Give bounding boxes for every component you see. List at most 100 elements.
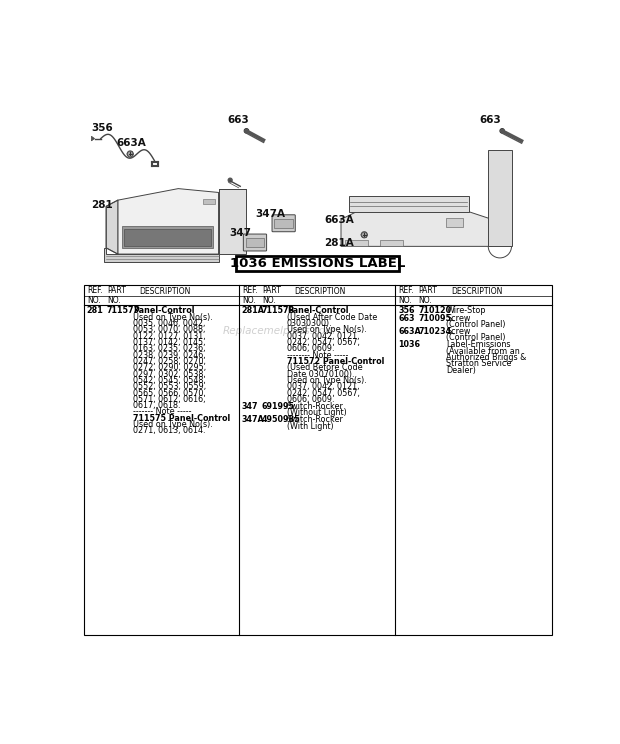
Text: (Available from an: (Available from an [446, 347, 520, 356]
Text: 0247, 0258, 0270,: 0247, 0258, 0270, [133, 357, 206, 366]
Text: 710234: 710234 [418, 327, 451, 336]
Polygon shape [106, 200, 118, 254]
Text: (Used After Code Date: (Used After Code Date [286, 312, 377, 321]
Circle shape [244, 129, 249, 133]
Text: 0137, 0142, 0145,: 0137, 0142, 0145, [133, 338, 206, 347]
Text: 0242, 0547, 0567,: 0242, 0547, 0567, [286, 338, 360, 347]
Text: Screw: Screw [446, 313, 471, 322]
Text: 1036 EMISSIONS LABEL: 1036 EMISSIONS LABEL [230, 257, 405, 270]
Text: 0552, 0553, 0559,: 0552, 0553, 0559, [133, 382, 206, 391]
Text: DESCRIPTION: DESCRIPTION [140, 286, 191, 295]
Text: (Used Before Code: (Used Before Code [286, 363, 362, 372]
Text: 663: 663 [399, 313, 415, 322]
Text: Used on Type No(s).: Used on Type No(s). [286, 376, 366, 385]
Text: 0037, 0042, 0121,: 0037, 0042, 0121, [286, 332, 359, 341]
Bar [489, 150, 511, 246]
Text: 711578: 711578 [262, 307, 295, 315]
Text: -------- Note -----: -------- Note ----- [286, 350, 348, 359]
Text: 356: 356 [399, 307, 415, 315]
Text: PART: PART [107, 286, 126, 295]
Bar [203, 199, 215, 204]
Text: 663: 663 [227, 115, 249, 125]
Text: 691995: 691995 [262, 402, 295, 411]
Text: ------- Note -----: ------- Note ----- [133, 408, 192, 417]
Bar [236, 256, 399, 271]
Text: DESCRIPTION: DESCRIPTION [451, 286, 502, 295]
Text: 711573: 711573 [107, 307, 140, 315]
Text: Screw: Screw [446, 327, 471, 336]
Text: DESCRIPTION: DESCRIPTION [294, 286, 346, 295]
Text: 0565, 0566, 0570,: 0565, 0566, 0570, [133, 388, 206, 397]
Bar [122, 226, 213, 248]
Text: Panel-Control: Panel-Control [286, 307, 348, 315]
Text: Authorized Briggs &: Authorized Briggs & [446, 353, 527, 362]
Polygon shape [341, 212, 492, 246]
Text: 0271, 0613, 0614.: 0271, 0613, 0614. [133, 426, 206, 435]
Polygon shape [348, 196, 469, 212]
Bar [379, 240, 403, 246]
Text: 0238, 0239, 0246,: 0238, 0239, 0246, [133, 350, 206, 359]
Bar [84, 285, 552, 635]
FancyBboxPatch shape [243, 234, 267, 251]
Text: NO.: NO. [107, 296, 121, 305]
Text: 710095: 710095 [418, 313, 451, 322]
Text: Used on Type No(s).: Used on Type No(s). [286, 325, 366, 334]
Text: REF.: REF. [399, 286, 414, 295]
Text: 711575 Panel-Control: 711575 Panel-Control [133, 414, 231, 423]
Text: NO.: NO. [242, 296, 255, 305]
Text: 663A: 663A [324, 215, 353, 225]
Text: 0542, 0545, 0548,: 0542, 0545, 0548, [133, 376, 206, 385]
Text: PART: PART [262, 286, 281, 295]
Bar [275, 219, 293, 228]
Text: (With Light): (With Light) [286, 422, 334, 431]
Text: REF.: REF. [87, 286, 102, 295]
Text: 0053, 0070, 0088,: 0053, 0070, 0088, [133, 325, 206, 334]
Text: 0163, 0235, 0236,: 0163, 0235, 0236, [133, 344, 206, 353]
Text: 0242, 0547, 0567,: 0242, 0547, 0567, [286, 388, 360, 397]
Text: 4950985: 4950985 [262, 415, 301, 424]
Text: 281: 281 [87, 307, 104, 315]
FancyBboxPatch shape [272, 215, 295, 231]
Text: Dealer): Dealer) [446, 365, 476, 374]
Text: 0571, 0612, 0616,: 0571, 0612, 0616, [133, 395, 206, 404]
Text: 347: 347 [229, 228, 251, 238]
Text: Switch-Rocker: Switch-Rocker [286, 402, 343, 411]
Text: 0037, 0042, 0121,: 0037, 0042, 0121, [286, 382, 359, 391]
Circle shape [127, 151, 133, 157]
Text: 03030300).: 03030300). [286, 319, 332, 328]
Polygon shape [104, 248, 219, 262]
Text: 711572 Panel-Control: 711572 Panel-Control [286, 357, 384, 366]
Text: 281A: 281A [242, 307, 265, 315]
Text: Date 03070100).: Date 03070100). [286, 370, 354, 379]
Text: 347A: 347A [242, 415, 265, 424]
Text: Panel-Control: Panel-Control [133, 307, 195, 315]
Text: 663A: 663A [117, 138, 146, 148]
Text: Label-Emissions: Label-Emissions [446, 340, 511, 349]
Text: 0606, 0609.: 0606, 0609. [286, 344, 334, 353]
Bar [246, 238, 264, 247]
Bar [345, 240, 368, 246]
Text: Stratton Service: Stratton Service [446, 359, 512, 368]
Bar [124, 228, 211, 246]
Text: 0272, 0290, 0295,: 0272, 0290, 0295, [133, 363, 206, 372]
Text: 1036: 1036 [399, 340, 420, 349]
Text: 347: 347 [242, 402, 259, 411]
Text: (Without Light): (Without Light) [286, 408, 347, 417]
Text: NO.: NO. [399, 296, 412, 305]
Text: NO.: NO. [418, 296, 432, 305]
Text: 356: 356 [92, 123, 113, 133]
Text: 281: 281 [92, 200, 113, 210]
Text: REF.: REF. [242, 286, 257, 295]
Text: 710120: 710120 [418, 307, 451, 315]
Text: 663A: 663A [399, 327, 421, 336]
Text: (Control Panel): (Control Panel) [446, 320, 506, 329]
Text: 0122, 0127, 0131,: 0122, 0127, 0131, [133, 332, 206, 341]
Text: 0297, 0302, 0538,: 0297, 0302, 0538, [133, 370, 206, 379]
Text: NO.: NO. [87, 296, 100, 305]
Text: Wire-Stop: Wire-Stop [446, 307, 486, 315]
Text: 0606, 0609.: 0606, 0609. [286, 395, 334, 404]
Text: PART: PART [418, 286, 437, 295]
Text: NO.: NO. [262, 296, 276, 305]
Text: Used on Type No(s).: Used on Type No(s). [133, 312, 213, 321]
Text: Used on Type No(s).: Used on Type No(s). [133, 420, 213, 429]
